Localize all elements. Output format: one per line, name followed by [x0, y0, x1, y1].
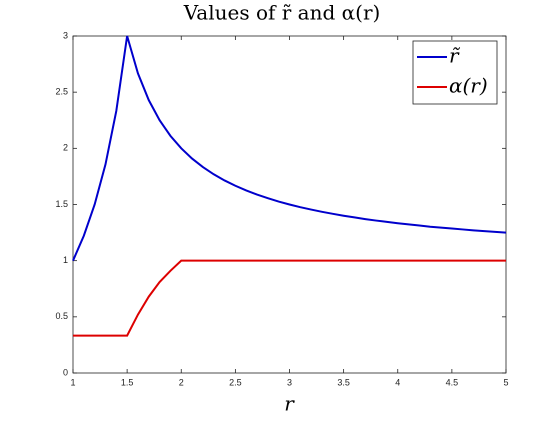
- x-tick-label: 4.5: [446, 377, 459, 387]
- y-tick-label: 2: [63, 143, 68, 153]
- y-tick-label: 0.5: [55, 311, 68, 321]
- legend-label: r̃: [449, 44, 461, 68]
- y-tick-label: 0: [63, 367, 68, 377]
- x-tick-label: 4: [395, 377, 400, 387]
- x-tick-label: 1.5: [121, 377, 134, 387]
- y-tick-label: 2.5: [55, 87, 68, 97]
- x-tick-label: 3: [287, 377, 292, 387]
- y-tick-label: 1.5: [55, 199, 68, 209]
- x-tick-label: 5: [503, 377, 508, 387]
- x-tick-label: 2: [179, 377, 184, 387]
- x-tick-label: 3.5: [337, 377, 350, 387]
- chart-title: Values of r̃ and α(r): [183, 1, 381, 25]
- y-tick-label: 1: [63, 255, 68, 265]
- x-axis-label: r: [284, 392, 295, 416]
- y-tick-label: 3: [63, 30, 68, 40]
- series-line: [73, 259, 506, 337]
- series-line: [72, 35, 507, 262]
- legend-box: [412, 40, 498, 105]
- legend-label: α(r): [449, 74, 488, 98]
- x-tick-label: 1: [70, 377, 75, 387]
- x-tick-label: 2.5: [229, 377, 242, 387]
